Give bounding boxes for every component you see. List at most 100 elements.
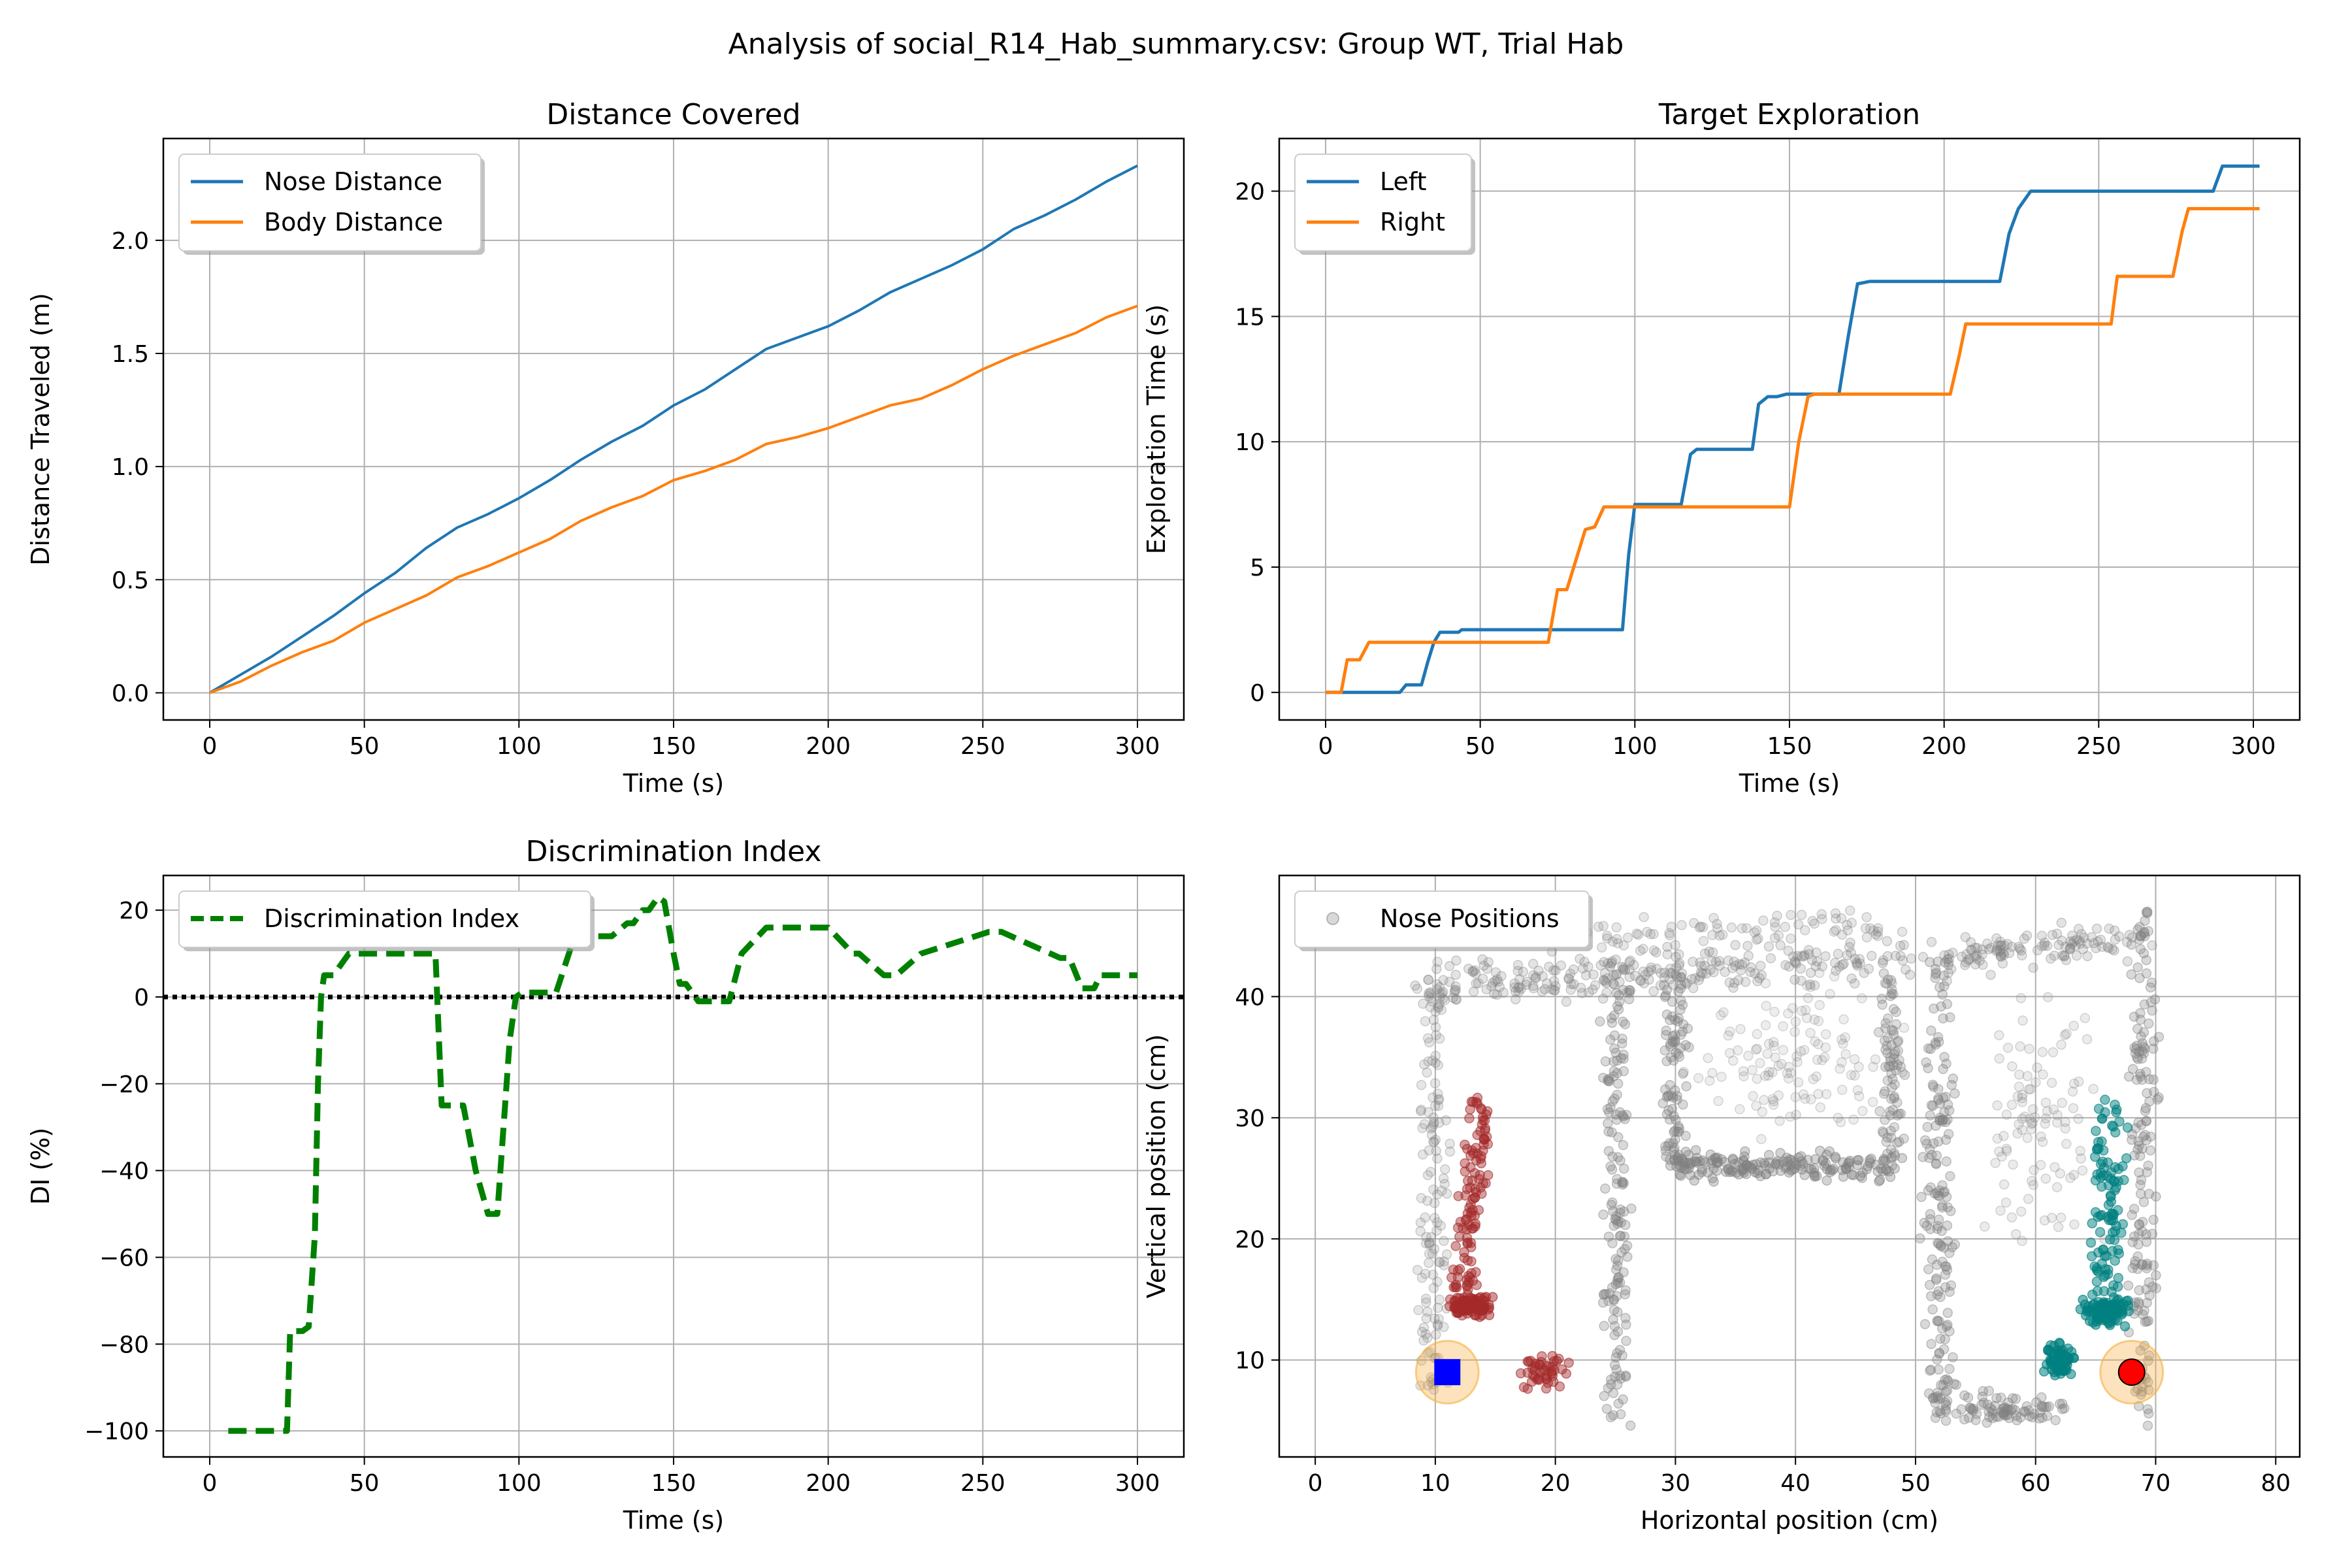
nose-position-point [1661,1151,1671,1162]
nose-position-point [2002,1410,2013,1420]
nose-position-point [2039,1401,2050,1413]
nose-position-point [1735,1104,1745,1115]
panel-title: Target Exploration [1658,98,1920,131]
nose-position-point [1991,946,2002,956]
nose-position-point [1672,1094,1682,1105]
nose-position-point [1588,969,1599,980]
nose-position-point [1961,949,1972,960]
nose-position-point [1993,1411,2004,1422]
nose-position-point [1690,973,1701,984]
nose-position-point [1661,1056,1672,1067]
nose-position-point [1610,1214,1620,1224]
nose-position-point [1617,1110,1627,1120]
nose-position-point [1727,1055,1739,1066]
nose-position-point [1620,1244,1630,1254]
nose-position-point [1940,1261,1951,1271]
nose-position-point [1773,930,1784,941]
nose-position-point [1838,958,1849,969]
nose-position-point [1815,1102,1825,1113]
nose-position-point [1422,1033,1433,1043]
nose-position-point [1925,1043,1936,1054]
nose-position-point [1817,1055,1827,1066]
nose-position-point [2078,1294,2088,1305]
nose-position-point [1999,940,2010,951]
nose-position-point [1677,1154,1688,1164]
nose-position-point [1470,1221,1480,1232]
nose-position-point [2076,928,2087,939]
nose-position-point [2146,997,2157,1007]
nose-position-point [1664,928,1674,939]
nose-position-point [1784,961,1795,972]
nose-position-point [2116,1228,2127,1238]
nose-position-point [2029,1112,2040,1123]
nose-position-point [1984,1406,1994,1417]
axes-frame [162,874,1185,1458]
nose-position-point [1932,1290,1943,1300]
nose-position-point [1942,954,1953,965]
nose-position-point [2097,1210,2107,1220]
nose-position-point [2023,1405,2034,1416]
nose-position-point [1608,1206,1618,1217]
nose-position-point [2097,941,2108,952]
nose-position-point [1426,1123,1436,1134]
nose-position-point [2142,1316,2152,1327]
nose-position-point [1613,1273,1624,1283]
nose-position-point [1936,1226,1947,1236]
nose-position-point [1927,1079,1938,1090]
nose-position-point [2036,930,2048,941]
nose-position-point [1995,949,2006,960]
nose-position-point [1935,1393,1946,1403]
nose-position-point [1496,971,1507,981]
nose-position-point [1433,1060,1444,1070]
nose-position-point [1429,1213,1440,1224]
nose-position-point [1537,971,1548,981]
nose-position-point [1945,1171,1955,1181]
y-tick-label: 20 [1235,1226,1265,1253]
nose-position-point [1617,961,1627,972]
nose-position-point [1835,1117,1846,1128]
nose-position-point [1733,1045,1743,1056]
nose-position-point [1607,1197,1618,1208]
nose-position-point [1933,1286,1944,1297]
nose-position-point [2134,931,2146,941]
nose-position-point [2017,1090,2028,1100]
nose-position-point [1652,964,1662,974]
nose-position-point [1816,909,1827,920]
nose-position-point [2006,1100,2017,1110]
nose-position-point [1675,983,1686,994]
nose-position-point [2061,955,2072,966]
nose-position-point [1530,973,1541,984]
nose-position-point [1597,1298,1609,1308]
y-tick-label: 15 [1235,304,1265,331]
nose-position-point [1940,1415,1952,1426]
nose-position-point [1927,1150,1937,1160]
nose-position-point [1882,978,1892,989]
nose-position-point [1783,1073,1794,1084]
nose-position-point [2136,1120,2147,1130]
nose-position-point [1684,1042,1694,1053]
nose-position-point [1618,1206,1629,1217]
nose-position-point [1666,1090,1676,1101]
nose-position-point [2140,1043,2150,1054]
nose-position-point [1959,1414,1970,1425]
nose-position-point [2028,962,2038,973]
nose-position-point [1882,1075,1893,1086]
nose-position-point [1466,1299,1477,1311]
nose-position-point [1933,1037,1944,1047]
nose-position-point [2057,950,2068,961]
nose-position-point [2059,1030,2070,1041]
nose-position-point [1836,913,1847,924]
nose-position-point [1612,1174,1622,1184]
nose-position-point [1698,936,1709,947]
nose-position-point [1672,1090,1682,1102]
nose-position-point [1886,1152,1897,1162]
nose-position-point [2006,1212,2017,1223]
nose-position-point [1661,985,1673,995]
nose-position-point [1959,960,1970,970]
nose-position-point [1993,940,2003,951]
nose-position-point [1428,1136,1439,1147]
nose-position-point [1895,1108,1906,1119]
nose-position-point [1739,1071,1749,1082]
nose-position-point [1767,1094,1778,1105]
nose-position-point [1622,932,1633,943]
